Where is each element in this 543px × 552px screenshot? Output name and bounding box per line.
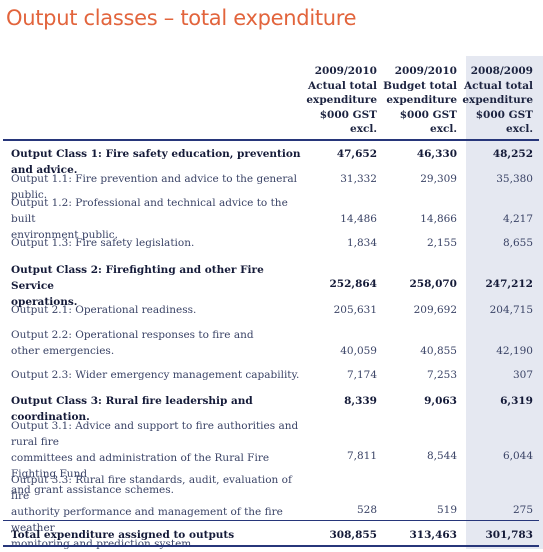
page-title: Output classes – total expenditure (6, 6, 357, 30)
prior-year-column-shading (466, 56, 543, 549)
column-header-actual-2009-2010: 2009/2010 Actual total expenditure $000 … (306, 65, 377, 135)
total-divider (3, 520, 539, 521)
column-header-budget-2009-2010: 2009/2010 Budget total expenditure $000 … (383, 65, 457, 135)
table-bottom-rule (3, 545, 539, 547)
header-divider (3, 139, 539, 141)
column-header-actual-2008-2009: 2008/2009 Actual total expenditure $000 … (462, 65, 533, 135)
